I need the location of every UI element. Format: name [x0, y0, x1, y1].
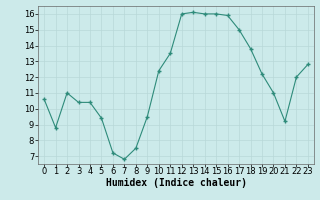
X-axis label: Humidex (Indice chaleur): Humidex (Indice chaleur) — [106, 178, 246, 188]
